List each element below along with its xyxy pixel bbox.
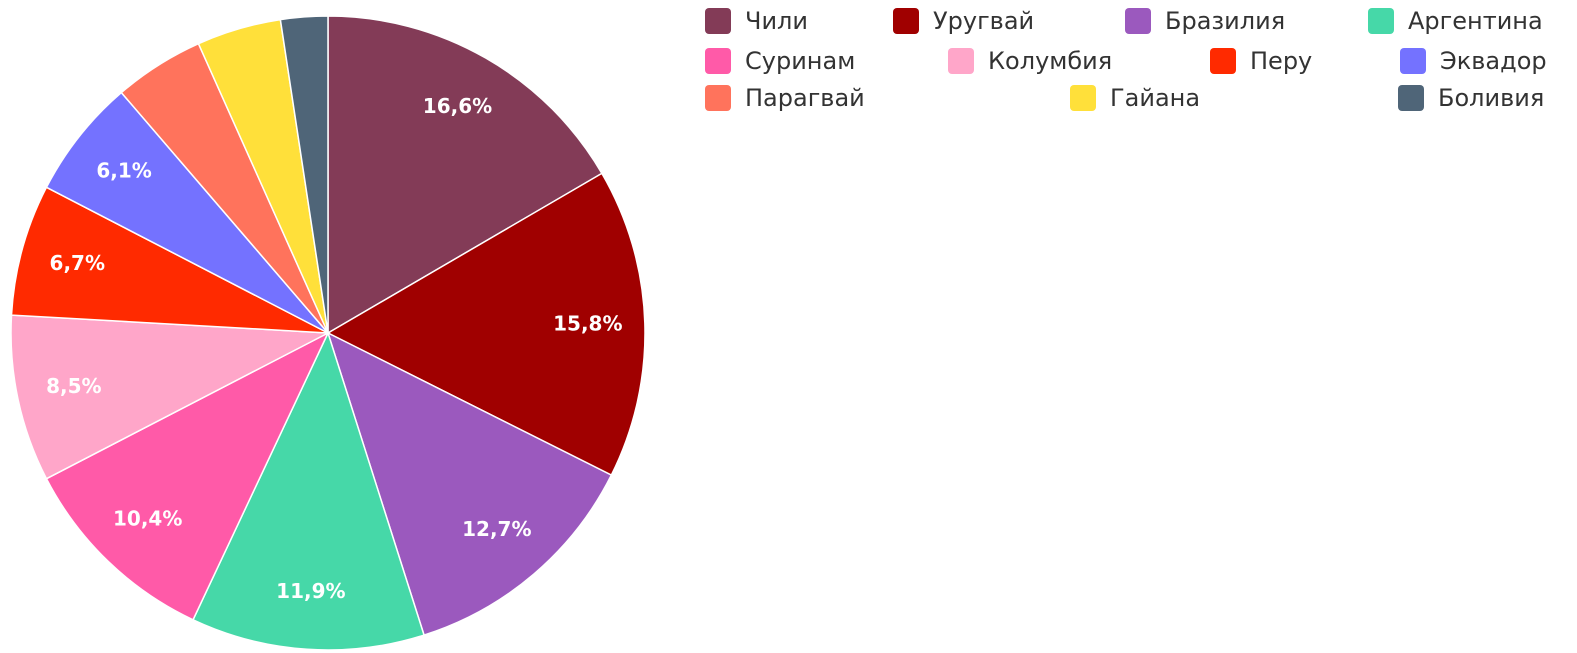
pie-slice xyxy=(45,331,330,621)
legend-swatch xyxy=(1070,85,1096,111)
legend-swatch xyxy=(705,48,731,74)
data-label: 6,7% xyxy=(50,251,105,275)
legend-label: Гайана xyxy=(1110,84,1200,112)
legend-label: Бразилия xyxy=(1165,7,1285,35)
legend-label: Колумбия xyxy=(988,47,1112,75)
pie-slice xyxy=(10,186,329,334)
legend-swatch xyxy=(1400,48,1426,74)
legend-swatch xyxy=(705,8,731,34)
legend-swatch xyxy=(1368,8,1394,34)
data-label: 15,8% xyxy=(553,311,622,335)
legend-label: Боливия xyxy=(1438,84,1544,112)
pie-slice xyxy=(10,314,331,480)
pie-slice xyxy=(327,15,603,335)
legend-label: Перу xyxy=(1250,47,1312,75)
data-label: 11,9% xyxy=(276,579,345,603)
data-label: 8,5% xyxy=(46,374,101,398)
pie-slice xyxy=(45,91,329,334)
data-label: 6,1% xyxy=(96,158,151,182)
legend-label: Аргентина xyxy=(1408,7,1543,35)
pie-slice xyxy=(192,330,426,651)
legend-label: Парагвай xyxy=(745,84,865,112)
legend-label: Эквадор xyxy=(1440,47,1547,75)
legend-swatch xyxy=(1398,85,1424,111)
legend-swatch xyxy=(893,8,919,34)
pie-slice xyxy=(279,15,329,334)
data-label: 12,7% xyxy=(462,517,531,541)
legend-swatch xyxy=(1125,8,1151,34)
pie-slice xyxy=(326,172,646,477)
legend-swatch xyxy=(705,85,731,111)
data-label: 16,6% xyxy=(423,94,492,118)
legend-label: Уругвай xyxy=(933,7,1034,35)
pie-slice xyxy=(326,331,613,637)
legend-label: Чили xyxy=(745,7,808,35)
legend-label: Суринам xyxy=(745,47,855,75)
data-label: 10,4% xyxy=(113,507,182,531)
legend-swatch xyxy=(948,48,974,74)
legend-swatch xyxy=(1210,48,1236,74)
